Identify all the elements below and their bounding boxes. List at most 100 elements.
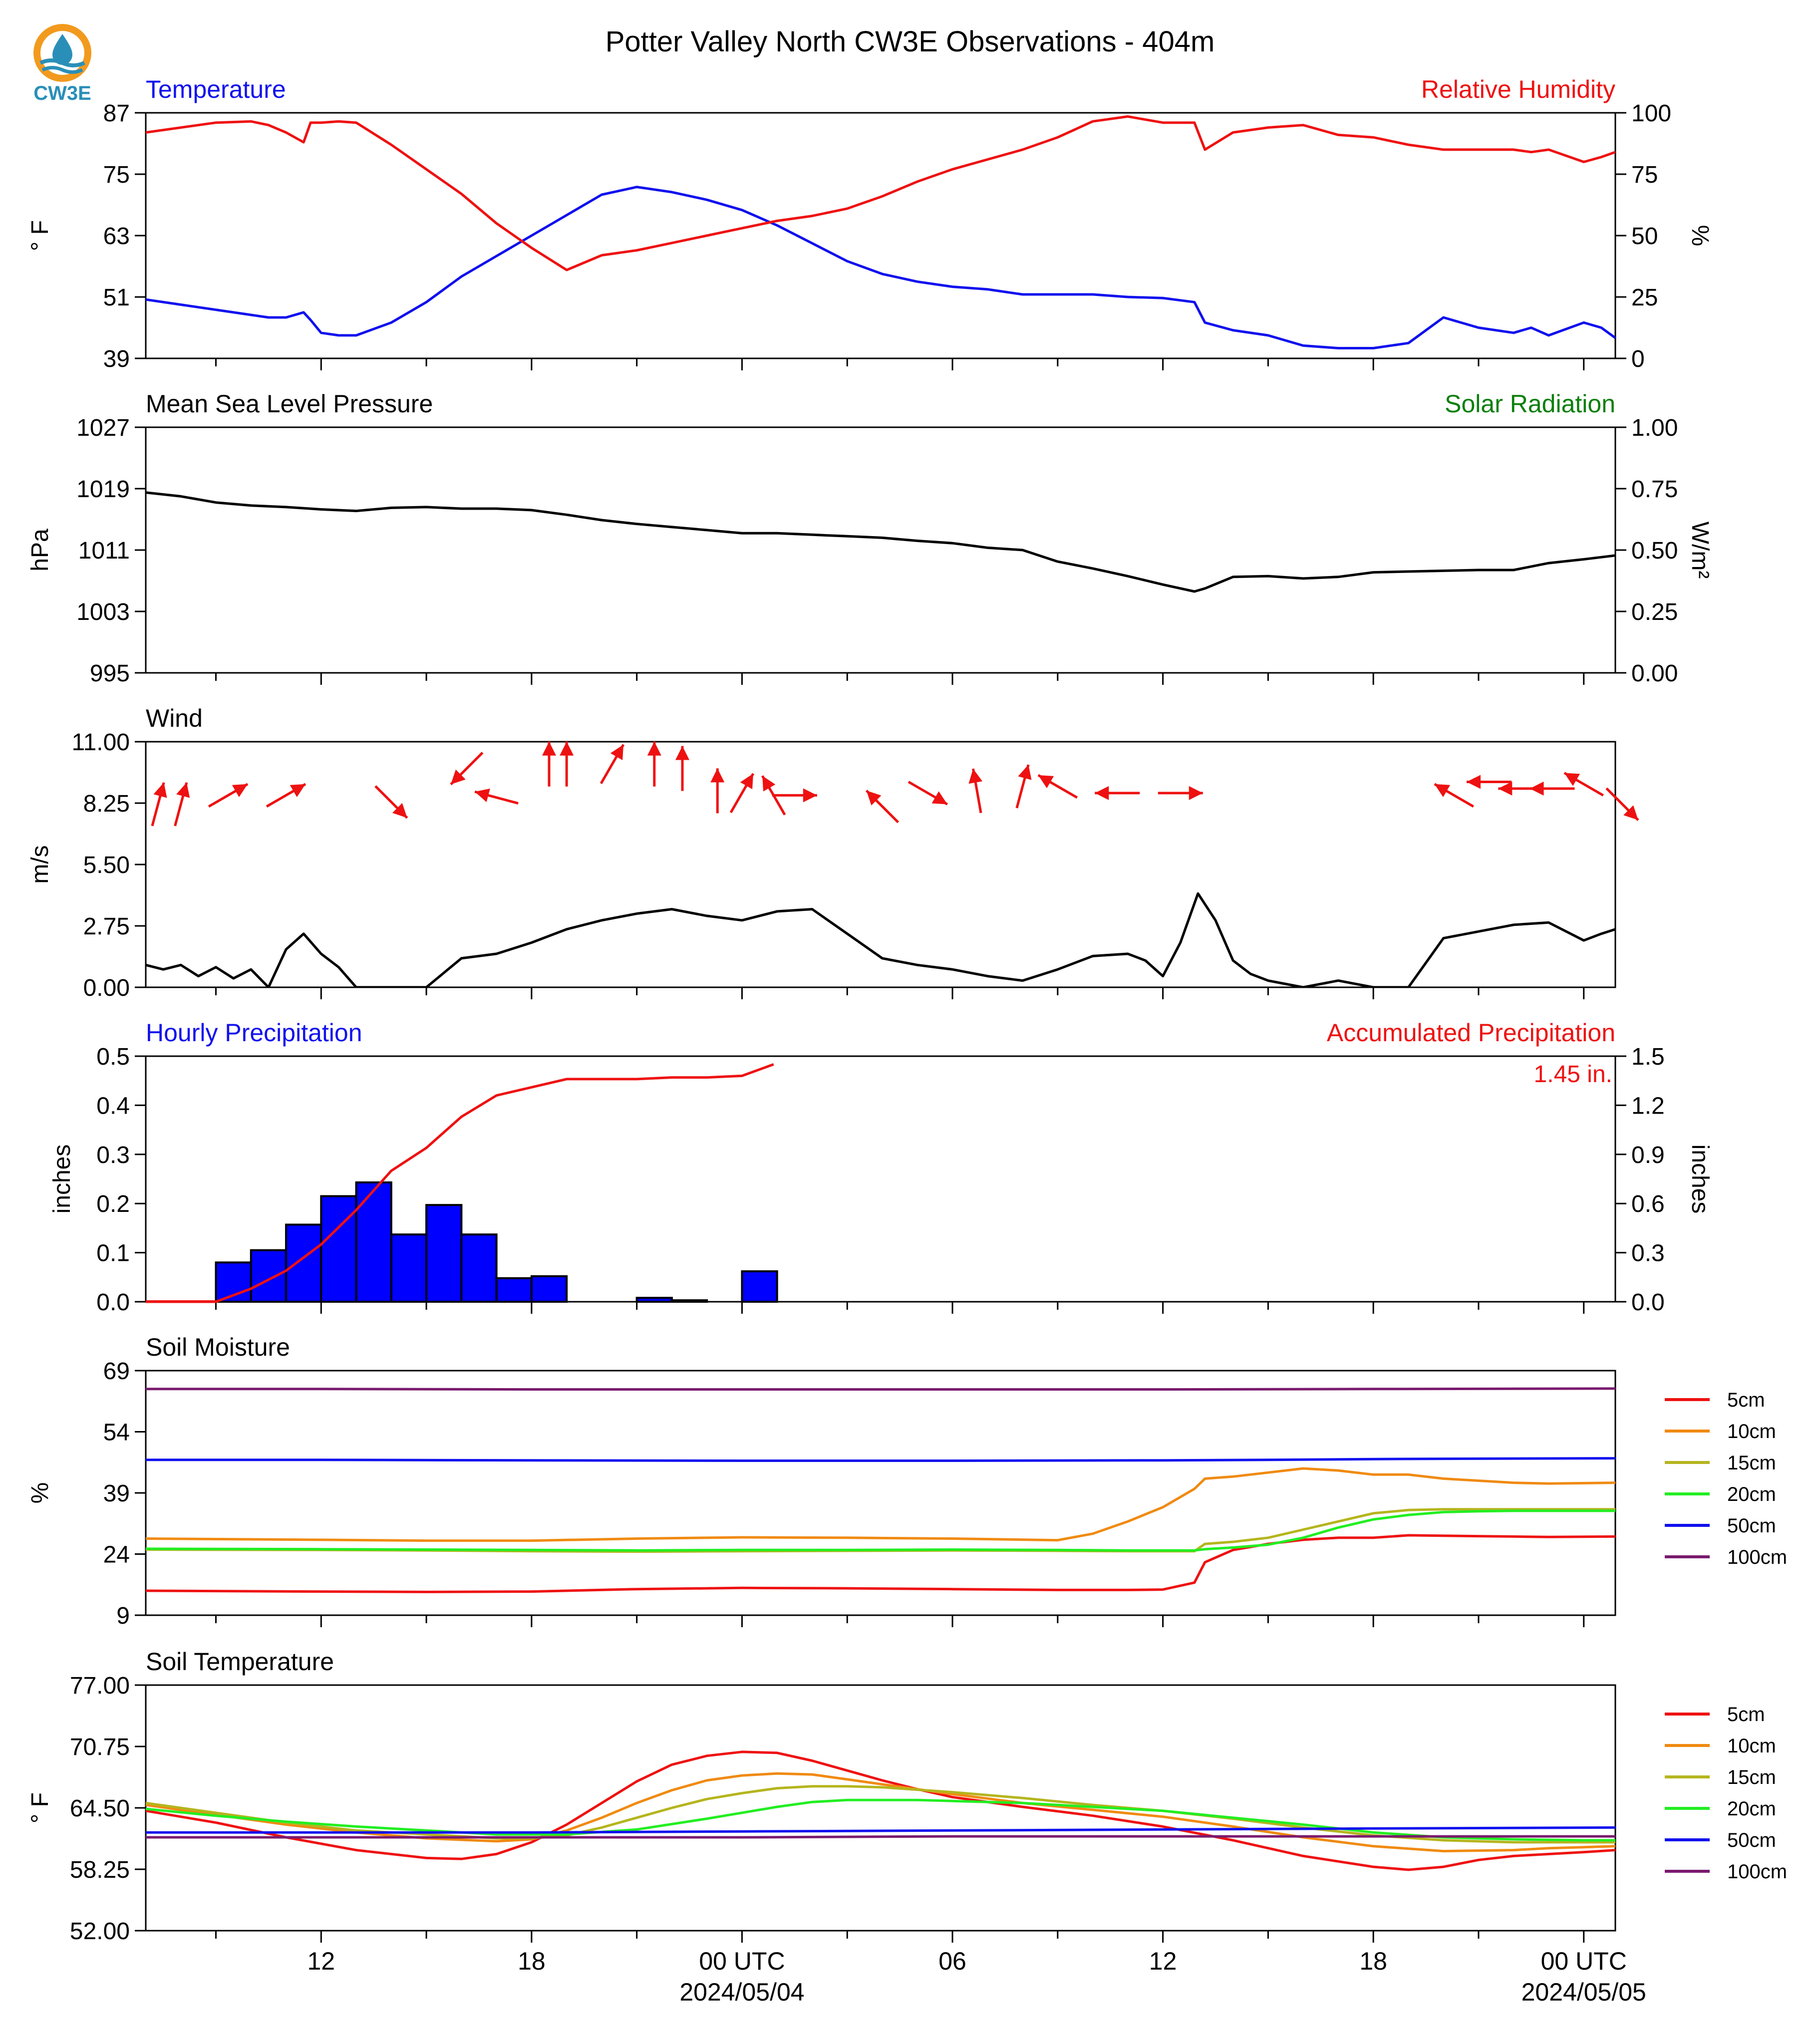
legend-entry: 50cm: [1727, 1829, 1776, 1851]
wind-arrow: [675, 746, 690, 791]
wind-arrow: [208, 783, 249, 808]
wind-arrow: [1434, 783, 1475, 808]
series-line-left: [146, 491, 1615, 593]
panel-title-left: Mean Sea Level Pressure: [146, 390, 433, 418]
x-tick-label: 12: [307, 1947, 335, 1975]
x-tick-label: 18: [518, 1947, 546, 1975]
wind-arrow: [1037, 774, 1078, 799]
y-tick-label-right: 1.00: [1631, 415, 1678, 441]
series-line-50cm: [146, 1826, 1615, 1834]
legend-entry: 100cm: [1727, 1861, 1787, 1883]
y-axis-label-left: ° F: [27, 220, 53, 251]
series-line-20cm: [146, 1509, 1615, 1552]
precip-bar: [495, 1277, 533, 1303]
series-line-10cm: [146, 1467, 1615, 1542]
wind-arrow: [174, 782, 190, 827]
wind-arrow-head: [542, 741, 557, 756]
series-line-5cm: [146, 1750, 1615, 1871]
wind-arrow: [865, 790, 900, 824]
wind-arrow: [450, 752, 484, 786]
x-tick-label: 12: [1149, 1947, 1177, 1975]
y-axis-label-left: %: [27, 1482, 53, 1504]
legend-entry: 20cm: [1727, 1798, 1776, 1820]
y-tick-label-left: 1027: [76, 415, 130, 441]
precip-total-annotation: 1.45 in.: [1534, 1061, 1612, 1088]
wind-arrow-head: [1564, 773, 1580, 786]
series-line-50cm: [146, 1457, 1615, 1462]
plot-frame: [145, 426, 1616, 674]
panel-title-left: Temperature: [146, 75, 286, 103]
y-tick-label-left: 0.00: [83, 975, 130, 1001]
y-tick-label-left: 64.50: [70, 1795, 130, 1822]
legend: 5cm 10cm 15cm 20cm 50cm 100cm: [1665, 1704, 1787, 1883]
y-tick-label-right: 0: [1631, 346, 1645, 372]
wind-arrow-head: [740, 773, 753, 790]
series-line-left: [146, 186, 1615, 349]
y-tick-label-left: 77.00: [70, 1673, 130, 1699]
panel-title-right: Solar Radiation: [1445, 390, 1615, 418]
wind-arrow-head: [232, 784, 248, 797]
x-tick-label: 00 UTC: [1541, 1947, 1627, 1975]
precip-bar: [635, 1297, 673, 1303]
accumulated-precip-line: [146, 1063, 774, 1303]
y-tick-label-right: 1.2: [1631, 1093, 1665, 1119]
y-tick-label-right: 0.00: [1631, 660, 1678, 687]
wind-arrow-head: [1467, 775, 1481, 789]
wind-arrow: [151, 782, 167, 827]
y-tick-label-left: 995: [90, 660, 130, 687]
wind-arrow-head: [1095, 786, 1109, 800]
panel-title-right: Relative Humidity: [1421, 75, 1615, 103]
wind-arrow-head: [475, 788, 490, 802]
wind-arrow-head: [762, 776, 776, 792]
series-line-20cm: [146, 1798, 1615, 1842]
wind-arrow-head: [931, 791, 947, 805]
plot-frame: [145, 1370, 1616, 1616]
wind-arrow-head: [1623, 805, 1638, 821]
panel-soil_moisture: 69 54 39 24 9% Soil Moisture 5cm 10cm 15cm 20cm 50…: [27, 1333, 1787, 1629]
y-axis-label-right: inches: [1687, 1145, 1713, 1214]
wind-arrow: [1529, 781, 1575, 796]
y-tick-label-left: 0.5: [96, 1044, 130, 1070]
series-line-10cm: [146, 1772, 1615, 1853]
y-tick-label-left: 1019: [76, 476, 130, 503]
wind-arrow: [772, 788, 817, 803]
wind-arrow-head: [1498, 781, 1513, 796]
wind-arrow: [560, 741, 574, 787]
wind-arrow: [474, 788, 519, 805]
y-tick-label-right: 0.50: [1631, 538, 1678, 564]
wind-arrow-head: [560, 741, 574, 756]
y-tick-label-left: 1011: [78, 538, 130, 564]
precip-bar: [425, 1204, 463, 1303]
wind-arrow: [1467, 775, 1512, 789]
y-tick-label-left: 39: [103, 346, 130, 372]
legend-entry: 20cm: [1727, 1483, 1776, 1505]
wind-arrow: [647, 741, 661, 787]
y-tick-label-left: 87: [103, 100, 130, 127]
legend-entry: 5cm: [1727, 1704, 1765, 1726]
legend-entry: 50cm: [1727, 1515, 1776, 1537]
chart-title: Potter Valley North CW3E Observations - …: [606, 25, 1215, 58]
wind-arrow-head: [1529, 781, 1544, 796]
wind-arrow-head: [1434, 784, 1451, 797]
panel-title-left: Soil Temperature: [146, 1648, 334, 1676]
wind-arrow-head: [153, 782, 167, 798]
wind-arrow: [1095, 786, 1140, 800]
panel-title-left: Wind: [146, 704, 203, 732]
x-tick-label: 00 UTC: [699, 1947, 785, 1975]
logo-text: CW3E: [33, 82, 91, 104]
y-tick-label-right: 0.6: [1631, 1191, 1665, 1217]
wind-arrow: [266, 783, 306, 808]
wind-arrow-head: [968, 769, 983, 784]
y-tick-label-left: 1003: [76, 599, 130, 625]
y-tick-label-left: 39: [103, 1480, 130, 1507]
x-tick-label: 18: [1359, 1947, 1387, 1975]
cw3e-logo: CW3E: [33, 24, 91, 104]
y-tick-label-left: 54: [103, 1420, 130, 1446]
panel-soil_temperature: 77.00 70.75 64.50 58.25 52.00 ° F Soil Tempera…: [27, 1648, 1787, 1945]
panel-title-right: Accumulated Precipitation: [1327, 1019, 1615, 1047]
logo-wave-icon: [41, 66, 83, 74]
y-tick-label-right: 0.3: [1631, 1240, 1665, 1267]
x-date-label: 2024/05/04: [679, 1978, 804, 2006]
precip-bar: [390, 1233, 428, 1303]
wind-arrow-head: [176, 782, 190, 798]
